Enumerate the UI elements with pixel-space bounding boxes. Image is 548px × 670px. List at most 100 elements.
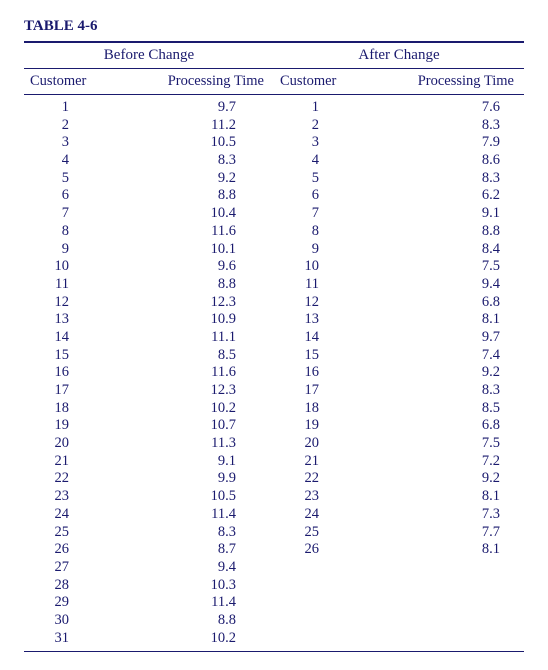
- before-customer-cell: 26: [24, 541, 69, 559]
- table-row: 138.1: [274, 311, 524, 329]
- table-row: 1310.9: [24, 311, 274, 329]
- column-header-row: Customer Processing Time Customer Proces…: [24, 69, 524, 95]
- after-customer-cell: 3: [274, 134, 319, 152]
- data-table: Before Change After Change Customer Proc…: [24, 41, 524, 652]
- after-customer-cell: 5: [274, 170, 319, 188]
- before-time-cell: 10.5: [69, 134, 274, 152]
- table-row: 2011.3: [24, 435, 274, 453]
- after-customer-cell: 24: [274, 506, 319, 524]
- before-customer-cell: 29: [24, 594, 69, 612]
- before-time-cell: 9.2: [69, 170, 274, 188]
- table-row: 88.8: [274, 223, 524, 241]
- before-customer-cell: 7: [24, 205, 69, 223]
- after-time-cell: 8.8: [319, 223, 524, 241]
- table-row: 257.7: [274, 524, 524, 542]
- after-column-headers: Customer Processing Time: [274, 69, 524, 94]
- after-customer-cell: 16: [274, 364, 319, 382]
- table-row: 3110.2: [24, 630, 274, 648]
- after-customer-cell: 13: [274, 311, 319, 329]
- after-customer-cell: 2: [274, 117, 319, 135]
- after-customer-cell: 18: [274, 400, 319, 418]
- table-row: 207.5: [274, 435, 524, 453]
- before-time-cell: 9.4: [69, 559, 274, 577]
- before-time-cell: 9.6: [69, 258, 274, 276]
- table-row: 196.8: [274, 417, 524, 435]
- before-customer-cell: 17: [24, 382, 69, 400]
- table-row: 268.7: [24, 541, 274, 559]
- after-time-cell: 8.4: [319, 241, 524, 259]
- after-customer-cell: 10: [274, 258, 319, 276]
- before-customer-cell: 6: [24, 187, 69, 205]
- before-customer-cell: 20: [24, 435, 69, 453]
- before-customer-cell: 14: [24, 329, 69, 347]
- table-row: 2310.5: [24, 488, 274, 506]
- table-row: 126.8: [274, 294, 524, 312]
- table-row: 1212.3: [24, 294, 274, 312]
- before-time-cell: 10.1: [69, 241, 274, 259]
- after-customer-cell: 12: [274, 294, 319, 312]
- after-time-cell: 8.1: [319, 311, 524, 329]
- table-row: 48.6: [274, 152, 524, 170]
- before-customer-cell: 31: [24, 630, 69, 648]
- table-row: 119.4: [274, 276, 524, 294]
- before-customer-cell: 2: [24, 117, 69, 135]
- table-row: 1810.2: [24, 400, 274, 418]
- group-header-row: Before Change After Change: [24, 43, 524, 69]
- before-rows: 19.7211.2310.548.359.268.8710.4811.6910.…: [24, 95, 274, 651]
- table-row: 188.5: [274, 400, 524, 418]
- before-time-cell: 8.3: [69, 152, 274, 170]
- before-time-cell: 12.3: [69, 294, 274, 312]
- table-row: 2810.3: [24, 577, 274, 595]
- table-row: 258.3: [24, 524, 274, 542]
- after-time-cell: 8.1: [319, 541, 524, 559]
- table-row: 68.8: [24, 187, 274, 205]
- table-row: 211.2: [24, 117, 274, 135]
- after-customer-cell: 1: [274, 99, 319, 117]
- before-time-cell: 11.2: [69, 117, 274, 135]
- table-row: 219.1: [24, 453, 274, 471]
- after-customer-cell: 25: [274, 524, 319, 542]
- before-group-header: Before Change: [24, 43, 274, 68]
- before-time-cell: 10.4: [69, 205, 274, 223]
- table-row: 17.6: [274, 99, 524, 117]
- after-time-cell: 6.8: [319, 294, 524, 312]
- before-time-cell: 10.5: [69, 488, 274, 506]
- after-time-cell: 9.2: [319, 470, 524, 488]
- table-row: 229.9: [24, 470, 274, 488]
- after-customer-cell: 22: [274, 470, 319, 488]
- after-customer-cell: 11: [274, 276, 319, 294]
- before-customer-cell: 9: [24, 241, 69, 259]
- before-customer-cell: 12: [24, 294, 69, 312]
- before-customer-cell: 15: [24, 347, 69, 365]
- after-time-cell: 9.7: [319, 329, 524, 347]
- after-time-header: Processing Time: [380, 69, 524, 94]
- after-customer-header: Customer: [274, 69, 380, 94]
- before-time-cell: 10.3: [69, 577, 274, 595]
- before-time-cell: 11.4: [69, 594, 274, 612]
- table-row: 268.1: [274, 541, 524, 559]
- after-time-cell: 7.9: [319, 134, 524, 152]
- before-time-cell: 8.7: [69, 541, 274, 559]
- table-row: 79.1: [274, 205, 524, 223]
- table-row: 1411.1: [24, 329, 274, 347]
- after-rows: 17.628.337.948.658.366.279.188.898.4107.…: [274, 95, 524, 651]
- before-time-cell: 10.2: [69, 630, 274, 648]
- before-customer-cell: 24: [24, 506, 69, 524]
- table-row: 247.3: [274, 506, 524, 524]
- before-customer-cell: 3: [24, 134, 69, 152]
- after-customer-cell: 19: [274, 417, 319, 435]
- after-customer-cell: 21: [274, 453, 319, 471]
- table-row: 217.2: [274, 453, 524, 471]
- after-customer-cell: 4: [274, 152, 319, 170]
- after-time-cell: 9.1: [319, 205, 524, 223]
- after-group-header: After Change: [274, 43, 524, 68]
- before-customer-cell: 21: [24, 453, 69, 471]
- before-customer-cell: 27: [24, 559, 69, 577]
- before-time-cell: 9.7: [69, 99, 274, 117]
- after-time-cell: 7.5: [319, 435, 524, 453]
- table-row: 149.7: [274, 329, 524, 347]
- before-customer-cell: 25: [24, 524, 69, 542]
- after-time-cell: 8.6: [319, 152, 524, 170]
- before-customer-cell: 23: [24, 488, 69, 506]
- before-customer-cell: 28: [24, 577, 69, 595]
